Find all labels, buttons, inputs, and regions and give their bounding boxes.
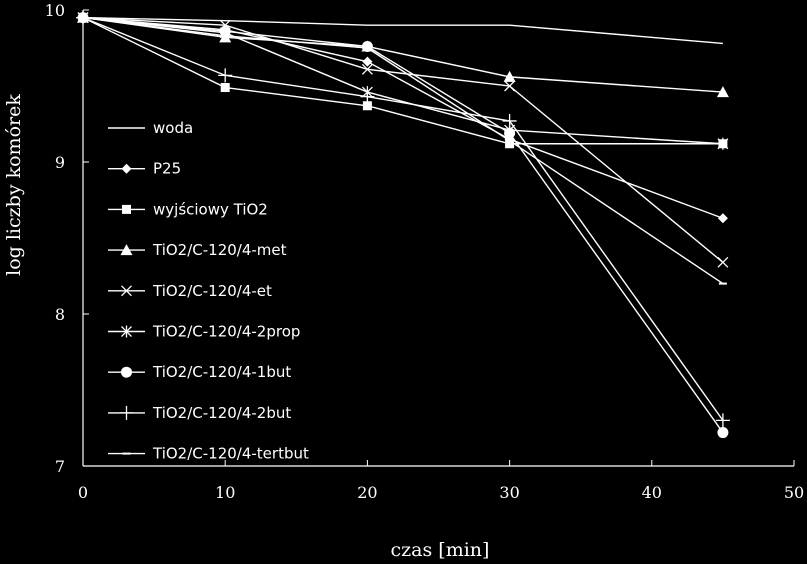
legend-label: P25 (153, 160, 181, 178)
legend-marker (121, 285, 132, 297)
y-tick-label: 8 (55, 305, 65, 324)
data-point (502, 113, 517, 128)
data-point (362, 56, 373, 67)
x-tick-label: 40 (642, 483, 662, 502)
data-point (504, 80, 516, 92)
data-point (220, 83, 230, 93)
data-point (504, 127, 516, 139)
legend-label: TiO2/C-120/4-2but (152, 404, 291, 422)
series-line (82, 16, 723, 45)
data-point (361, 63, 373, 75)
legend-marker (121, 325, 132, 338)
y-tick-label: 9 (55, 153, 65, 172)
axes: 0 10 20 30 40 50 7 8 9 10 (45, 1, 805, 502)
legend-label: TiO2/C-120/4-tertbut (152, 445, 309, 463)
series-tio2-c-120-4-1but (77, 12, 729, 439)
x-tick-label: 50 (784, 483, 804, 502)
legend-entry: woda (108, 119, 193, 137)
legend-label: TiO2/C-120/4-1but (152, 363, 291, 381)
x-axis-title: czas [min] (391, 539, 490, 561)
legend-entry: TiO2/C-120/4-et (108, 282, 272, 300)
data-point (362, 101, 372, 111)
legend-label: TiO2/C-120/4-met (152, 241, 287, 259)
legend-marker (122, 204, 131, 214)
x-tick-label: 30 (499, 483, 519, 502)
legend-marker (119, 405, 134, 420)
series-line (82, 16, 724, 219)
legend-label: woda (153, 119, 193, 137)
legend-entry: TiO2/C-120/4-tertbut (108, 445, 309, 463)
legend-entry: P25 (108, 160, 181, 178)
data-point (503, 70, 516, 82)
legend-label: TiO2/C-120/4-et (152, 282, 272, 300)
data-point (716, 86, 729, 98)
legend-entry: wyjściowy TiO2 (108, 200, 268, 218)
legend-marker (121, 163, 132, 174)
data-point (717, 427, 729, 439)
data-point (219, 25, 231, 37)
series-tio2-c-120-4-2but (76, 10, 730, 428)
legend: woda P25 wyjściowy TiO2 TiO2/C-120/4-met TiO… (108, 119, 309, 463)
y-tick-label: 10 (45, 1, 65, 20)
y-tick-label: 7 (55, 457, 65, 476)
series-layer (76, 10, 730, 439)
legend-marker (121, 366, 132, 378)
legend-entry: TiO2/C-120/4-met (108, 241, 287, 259)
legend-marker (120, 244, 133, 256)
data-point (717, 137, 729, 150)
y-axis-title: log liczby komórek (3, 94, 25, 276)
legend-entry: TiO2/C-120/4-2prop (108, 323, 300, 341)
legend-entry: TiO2/C-120/4-2but (108, 404, 291, 422)
series-tio2-c-120-4-tertbut (79, 16, 727, 285)
data-point (218, 68, 233, 83)
x-tick-label: 20 (357, 483, 377, 502)
legend-label: TiO2/C-120/4-2prop (152, 323, 300, 341)
data-point (715, 413, 730, 428)
series-tio2-c-120-4-et (77, 12, 729, 268)
data-point (505, 139, 515, 149)
data-point (717, 213, 728, 224)
data-point (717, 256, 729, 268)
series-woda (82, 16, 723, 45)
legend-label: wyjściowy TiO2 (153, 200, 268, 218)
x-tick-label: 0 (78, 483, 88, 502)
data-point (360, 89, 375, 104)
x-tick-label: 10 (215, 483, 235, 502)
series-p25 (78, 12, 728, 224)
legend-entry: TiO2/C-120/4-1but (108, 363, 291, 381)
